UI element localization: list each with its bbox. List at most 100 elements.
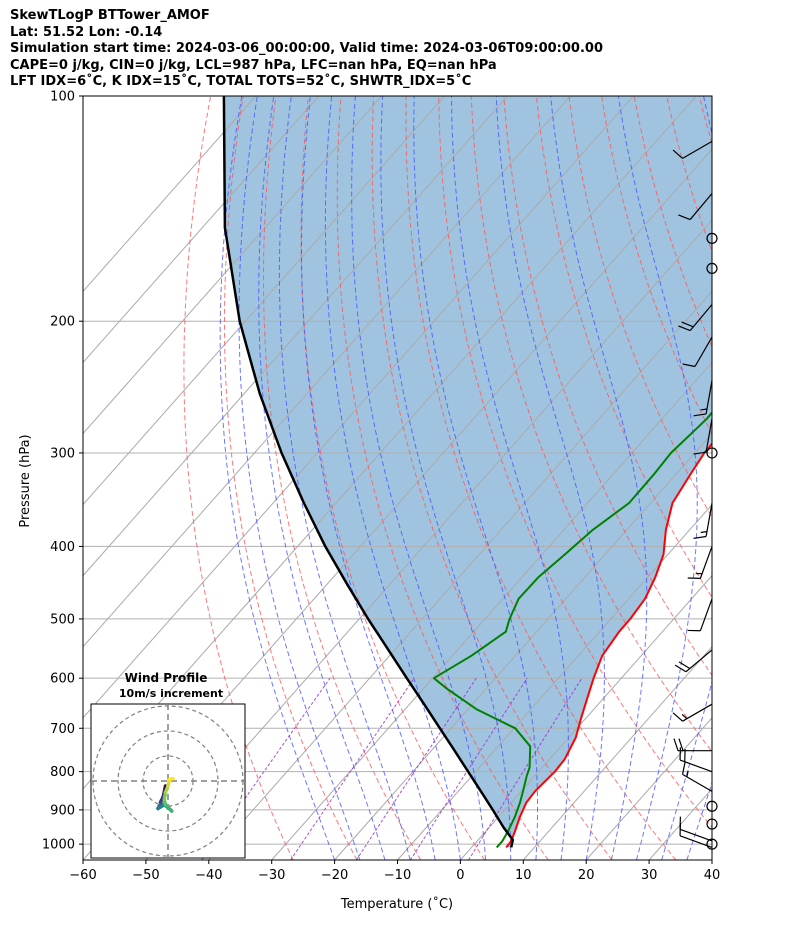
- moist-adiabat: [617, 96, 698, 860]
- barb-full-feather: [672, 712, 683, 722]
- dry-adiabat: [223, 96, 358, 860]
- isotherm-line: [83, 96, 445, 506]
- x-tick-label: 20: [578, 868, 595, 883]
- x-tick-label: −30: [258, 868, 285, 883]
- isotherm-line: [83, 96, 383, 435]
- x-tick-label: −40: [195, 868, 222, 883]
- wind-barb: [687, 598, 713, 632]
- x-axis-label: Temperature (˚C): [340, 896, 453, 912]
- x-tick-label: −60: [69, 868, 96, 883]
- dry-adiabat: [371, 96, 613, 860]
- x-tick-label: −50: [132, 868, 159, 883]
- parcel-path-line: [222, 96, 515, 848]
- wind-barb: [682, 336, 713, 368]
- x-tick-label: 30: [641, 868, 658, 883]
- cin-area: [223, 96, 712, 848]
- barb-staff: [679, 759, 713, 773]
- barb-staff: [689, 193, 713, 220]
- dry-adiabat: [183, 96, 294, 860]
- moist-adiabat: [737, 96, 794, 860]
- x-tick-label: 0: [456, 868, 464, 883]
- profile-lines: [222, 96, 712, 849]
- barb-staff: [682, 703, 713, 722]
- dry-adiabat: [535, 96, 712, 599]
- mixing-ratio-line: [468, 677, 583, 860]
- barb-half-feather: [700, 531, 708, 534]
- y-axis-label: Pressure (hPa): [18, 434, 33, 527]
- dry-adiabat: [568, 96, 712, 519]
- barb-staff: [679, 828, 713, 842]
- isotherm-line: [83, 96, 320, 364]
- moist-adiabat: [324, 96, 461, 860]
- isotherm-line: [208, 290, 712, 860]
- barb-staff: [699, 546, 713, 579]
- dry-adiabat: [503, 96, 712, 676]
- barb-full-feather: [682, 363, 696, 368]
- wind-barb: [693, 502, 713, 539]
- barb-staff: [682, 773, 713, 792]
- x-tick-label: −20: [321, 868, 348, 883]
- wind-barb: [673, 738, 712, 752]
- calm-wind-circle: [706, 232, 718, 244]
- barb-staff: [685, 649, 713, 673]
- moist-adiabat: [413, 96, 538, 860]
- wind-barb: [678, 193, 713, 221]
- wind-barb: [706, 447, 718, 459]
- moist-adiabat: [451, 96, 569, 860]
- barb-full-feather: [693, 413, 707, 417]
- dry-adiabat: [336, 96, 549, 860]
- y-tick-label: 300: [50, 446, 75, 461]
- barb-staff: [705, 380, 713, 415]
- hodograph-segment: [167, 776, 175, 782]
- barb-staff: [705, 502, 713, 537]
- barb-full-feather: [681, 761, 686, 775]
- temperature-line: [505, 442, 712, 849]
- wind-barb: [693, 418, 713, 455]
- hodograph-subtitle: 10m/s increment: [119, 687, 223, 700]
- barb-full-feather: [693, 535, 707, 539]
- wind-barb: [706, 838, 718, 850]
- wind-barb: [706, 232, 718, 244]
- calm-wind-circle: [706, 818, 718, 830]
- barb-full-feather: [678, 325, 691, 332]
- wind-barb: [674, 649, 713, 673]
- barb-staff: [705, 418, 713, 453]
- y-tick-label: 800: [50, 765, 75, 780]
- calm-wind-circle: [706, 447, 718, 459]
- isotherm-line: [460, 574, 712, 860]
- y-tick-label: 500: [50, 612, 75, 627]
- wind-barb: [687, 546, 713, 579]
- dry-adiabat: [470, 96, 712, 753]
- calm-wind-circle: [706, 800, 718, 812]
- wind-barb: [706, 818, 718, 830]
- wind-barb: [672, 140, 713, 159]
- moist-adiabat: [300, 96, 436, 860]
- barb-full-feather: [672, 149, 683, 159]
- mixing-ratio-line: [355, 677, 477, 860]
- moist-adiabat: [238, 96, 361, 860]
- dry-adiabat: [601, 96, 712, 436]
- wind-barb: [681, 761, 713, 792]
- chart-title-block: SkewTLogP BTTower_AMOF Lat: 51.52 Lon: -…: [10, 8, 603, 91]
- dewpoint-line: [432, 411, 712, 849]
- barb-staff: [699, 598, 713, 631]
- calm-wind-circle: [706, 262, 718, 275]
- dry-adiabat: [438, 96, 712, 829]
- wind-barb: [693, 380, 713, 417]
- moist-adiabat: [711, 858, 712, 860]
- isotherm-line: [271, 361, 712, 860]
- isotherm-line: [145, 219, 712, 860]
- isotherm-line: [397, 503, 712, 860]
- y-tick-label: 200: [50, 315, 75, 330]
- barb-full-feather: [678, 738, 684, 751]
- y-tick-label: 600: [50, 672, 75, 687]
- hodograph-inset: Wind Profile 10m/s increment: [90, 671, 246, 859]
- wind-barb: [672, 703, 713, 722]
- y-tick-label: 100: [50, 90, 75, 105]
- title-indices-stability: LFT IDX=6˚C, K IDX=15˚C, TOTAL TOTS=52˚C…: [10, 74, 472, 89]
- barb-staff: [689, 304, 713, 331]
- dry-adiabat: [765, 96, 794, 860]
- barb-full-feather: [674, 664, 687, 673]
- cin-fill-region: [223, 96, 712, 848]
